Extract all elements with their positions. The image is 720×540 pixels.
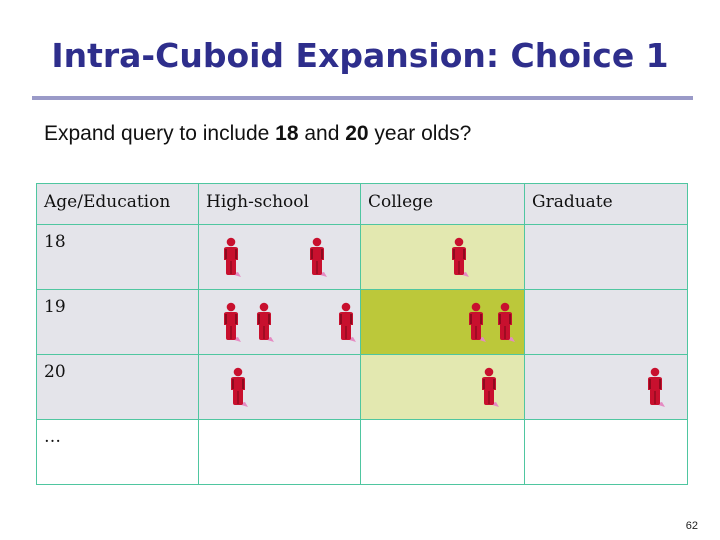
table-row-more: …: [36, 419, 688, 485]
header-cell-graduate: Graduate: [524, 183, 688, 225]
page-number: 62: [685, 520, 698, 532]
header-label: High-school: [206, 192, 309, 212]
count-cell: [198, 419, 361, 485]
row-label-cell: …: [36, 419, 199, 485]
person-icon: [476, 367, 502, 409]
title-divider: [32, 96, 693, 100]
person-icon: [446, 237, 472, 279]
header-label: Age/Education: [44, 192, 171, 212]
subtitle-text-3: year olds?: [368, 122, 472, 145]
header-cell-high-school: High-school: [198, 183, 361, 225]
subtitle-age-18: 18: [275, 122, 299, 145]
header-label: College: [368, 192, 434, 212]
row-label-cell: 19: [36, 289, 199, 355]
person-icon: [218, 237, 244, 279]
count-cell: [360, 354, 525, 420]
person-icon: [218, 302, 244, 344]
count-cell: [524, 224, 688, 290]
count-cell: [198, 354, 361, 420]
header-cell-college: College: [360, 183, 525, 225]
row-label-cell: 20: [36, 354, 199, 420]
person-icon: [225, 367, 251, 409]
header-cell-age-education: Age/Education: [36, 183, 199, 225]
count-cell: [524, 354, 688, 420]
person-icon: [492, 302, 518, 344]
row-label: 20: [44, 362, 66, 382]
person-icon: [304, 237, 330, 279]
subtitle-text-2: and: [298, 122, 346, 145]
count-cell: [360, 289, 525, 355]
table-row-18: 18: [36, 224, 688, 290]
person-icon: [333, 302, 359, 344]
row-label: 18: [44, 232, 66, 252]
person-icon: [251, 302, 277, 344]
count-cell: [524, 289, 688, 355]
count-cell: [360, 224, 525, 290]
row-label: …: [44, 427, 61, 447]
person-icon: [463, 302, 489, 344]
count-cell: [524, 419, 688, 485]
slide-subtitle: Expand query to include 18 and 20 year o…: [44, 122, 471, 146]
row-label-cell: 18: [36, 224, 199, 290]
count-cell: [198, 289, 361, 355]
subtitle-text-1: Expand query to include: [44, 122, 276, 145]
header-row: Age/Education High-school College Gradua…: [36, 183, 688, 225]
slide-title: Intra-Cuboid Expansion: Choice 1: [51, 36, 669, 75]
row-label: 19: [44, 297, 66, 317]
count-cell: [198, 224, 361, 290]
subtitle-age-20: 20: [345, 122, 369, 145]
table-row-20: 20: [36, 354, 688, 420]
person-icon: [642, 367, 668, 409]
cuboid-table: Age/Education High-school College Gradua…: [36, 183, 688, 485]
count-cell: [360, 419, 525, 485]
table-row-19: 19: [36, 289, 688, 355]
header-label: Graduate: [532, 192, 613, 212]
